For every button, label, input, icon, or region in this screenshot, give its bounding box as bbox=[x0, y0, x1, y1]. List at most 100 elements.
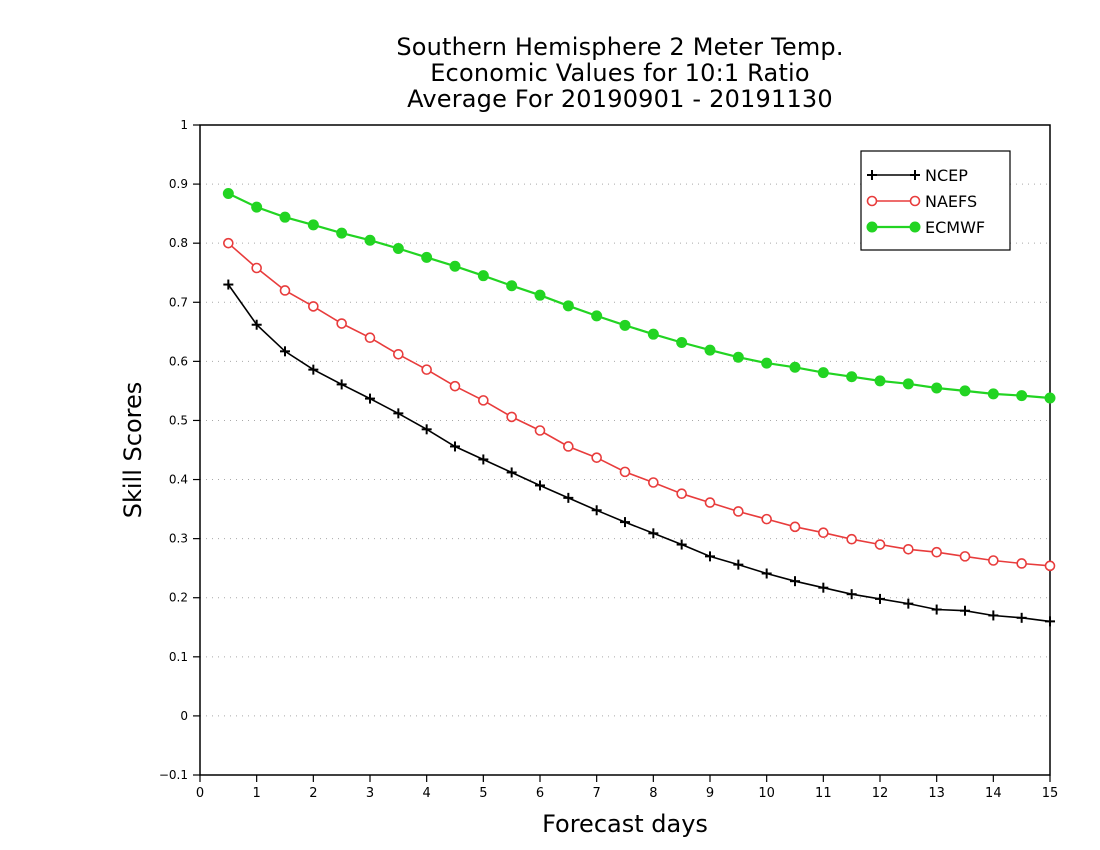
y-tick-label: −0.1 bbox=[159, 768, 188, 782]
legend-label-ncep: NCEP bbox=[925, 166, 968, 185]
series-ecmwf bbox=[222, 188, 1056, 404]
data-point-ecmwf bbox=[449, 260, 461, 272]
data-point-naefs bbox=[1016, 558, 1027, 569]
plot-frame bbox=[199, 124, 1051, 776]
x-tick-label: 4 bbox=[423, 786, 431, 801]
data-point-naefs bbox=[478, 395, 489, 406]
data-point-ecmwf bbox=[477, 270, 489, 282]
grid-layer bbox=[200, 183, 1050, 717]
data-point-ncep bbox=[875, 593, 885, 604]
data-point-ecmwf bbox=[364, 234, 376, 246]
x-tick-label: 3 bbox=[366, 786, 374, 801]
data-point-ncep bbox=[790, 576, 800, 587]
data-point-naefs bbox=[931, 546, 942, 558]
data-point-naefs bbox=[874, 539, 886, 550]
x-tick-label: 1 bbox=[253, 786, 261, 801]
y-axis-label: Skill Scores bbox=[119, 382, 147, 519]
chart-title: Southern Hemisphere 2 Meter Temp. Econom… bbox=[0, 34, 1100, 112]
data-point-ncep bbox=[620, 517, 630, 528]
data-point-ecmwf bbox=[959, 385, 971, 397]
data-point-ecmwf bbox=[619, 319, 631, 331]
data-point-naefs bbox=[988, 555, 999, 566]
data-point-ncep bbox=[1016, 612, 1027, 623]
data-point-naefs bbox=[648, 477, 659, 488]
axis-layer: −0.100.10.20.30.40.50.60.70.80.910 1 2 3 4 5 6… bbox=[159, 118, 1058, 801]
x-tick-label: 14 bbox=[985, 786, 1002, 801]
data-point-naefs bbox=[449, 380, 461, 392]
data-point-ncep bbox=[988, 610, 999, 621]
data-point-ecmwf bbox=[931, 382, 943, 394]
x-tick-label: 12 bbox=[872, 786, 889, 801]
x-tick-label: 9 bbox=[706, 786, 714, 801]
y-tick-label: 1 bbox=[180, 118, 188, 132]
data-point-legend-naefs bbox=[909, 195, 921, 207]
legend-item-ecmwf: ECMWF bbox=[866, 218, 985, 237]
data-point-ecmwf bbox=[647, 328, 659, 340]
data-point-ncep bbox=[251, 319, 262, 330]
data-point-ncep bbox=[931, 604, 942, 615]
data-point-legend-ecmwf bbox=[909, 221, 921, 233]
data-point-ncep bbox=[705, 551, 715, 562]
data-point-ecmwf bbox=[1016, 390, 1028, 402]
data-point-naefs bbox=[761, 513, 772, 525]
data-point-ncep bbox=[421, 424, 432, 435]
title-line-3: Average For 20190901 - 20191130 bbox=[407, 85, 833, 113]
y-tick-label: 0.3 bbox=[169, 532, 188, 546]
data-point-naefs bbox=[676, 488, 687, 500]
data-point-legend-ecmwf bbox=[866, 221, 878, 233]
y-tick-label: 0.6 bbox=[169, 354, 188, 368]
data-point-ecmwf bbox=[704, 344, 716, 356]
x-tick-label: 5 bbox=[479, 786, 487, 801]
data-point-naefs bbox=[619, 466, 631, 478]
x-tick-label: 2 bbox=[309, 786, 317, 801]
series-naefs bbox=[223, 237, 1056, 572]
data-point-naefs bbox=[251, 262, 262, 274]
data-point-naefs bbox=[789, 521, 801, 533]
x-tick-label: 10 bbox=[758, 786, 775, 801]
data-point-ncep bbox=[450, 441, 460, 452]
data-point-ncep bbox=[563, 492, 574, 503]
x-tick-label: 6 bbox=[536, 786, 544, 801]
x-tick-label: 15 bbox=[1042, 786, 1059, 801]
title-line-2: Economic Values for 10:1 Ratio bbox=[430, 59, 810, 87]
data-point-naefs bbox=[223, 237, 234, 249]
data-point-ecmwf bbox=[987, 388, 999, 400]
data-point-ecmwf bbox=[902, 378, 914, 390]
data-point-ncep bbox=[818, 582, 829, 593]
data-point-naefs bbox=[591, 452, 602, 463]
data-point-ncep bbox=[336, 379, 347, 390]
legend-item-naefs: NAEFS bbox=[866, 192, 977, 211]
data-point-ncep bbox=[648, 528, 659, 539]
y-tick-label: 0.5 bbox=[169, 413, 188, 427]
data-point-ecmwf bbox=[336, 227, 348, 239]
y-tick-label: 0.2 bbox=[169, 591, 188, 605]
series-line-naefs bbox=[227, 242, 1051, 567]
data-point-ecmwf bbox=[506, 280, 518, 292]
data-point-legend-ncep bbox=[910, 170, 920, 180]
data-point-ncep bbox=[591, 505, 602, 516]
data-point-ecmwf bbox=[222, 188, 234, 200]
data-point-ncep bbox=[280, 346, 290, 357]
series-ncep bbox=[223, 279, 1055, 627]
data-point-ecmwf bbox=[279, 211, 291, 223]
data-point-naefs bbox=[959, 551, 971, 562]
data-point-legend-ncep bbox=[867, 170, 877, 180]
data-point-ncep bbox=[960, 605, 970, 616]
data-point-naefs bbox=[534, 425, 546, 436]
x-tick-label: 8 bbox=[649, 786, 657, 801]
data-point-naefs bbox=[903, 543, 914, 555]
data-point-ecmwf bbox=[761, 357, 773, 369]
data-point-ecmwf bbox=[421, 251, 433, 263]
legend: NCEP NAEFS ECMWF bbox=[860, 150, 1011, 251]
y-tick-label: 0.9 bbox=[169, 177, 188, 191]
data-point-ecmwf bbox=[1044, 392, 1056, 404]
data-point-ecmwf bbox=[392, 243, 404, 254]
data-point-naefs bbox=[704, 497, 716, 508]
data-point-naefs bbox=[393, 348, 404, 360]
data-point-ecmwf bbox=[307, 219, 319, 231]
data-point-ecmwf bbox=[817, 367, 829, 379]
data-point-ecmwf bbox=[846, 371, 858, 383]
data-point-ncep bbox=[733, 559, 744, 570]
data-point-ncep bbox=[761, 568, 772, 579]
